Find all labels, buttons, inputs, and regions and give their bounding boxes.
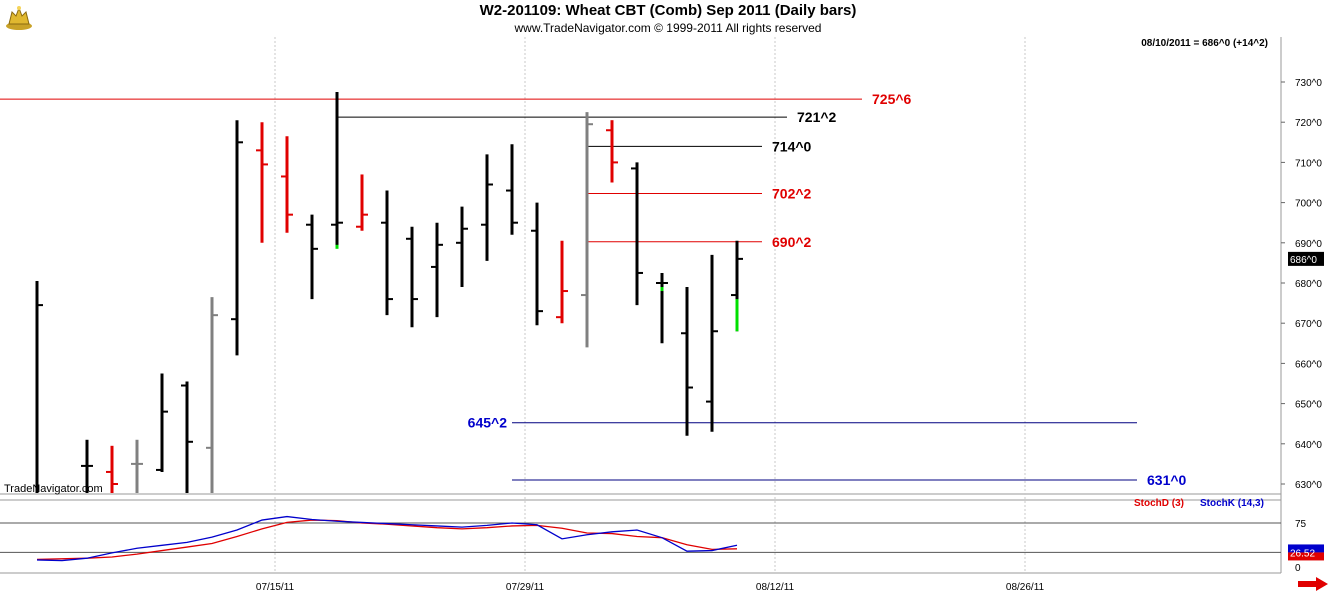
stoch-series-line xyxy=(36,515,738,562)
stochastic-panel: 75 0 StochD (3) StochK (14,3) 26.52 xyxy=(0,498,1324,574)
chart-header: W2-201109: Wheat CBT (Comb) Sep 2011 (Da… xyxy=(0,0,1336,37)
chart-copyright: www.TradeNavigator.com © 1999-2011 All r… xyxy=(514,21,822,35)
level-label: 690^2 xyxy=(772,234,812,250)
price-tick-label: 730^0 xyxy=(1295,78,1322,89)
stoch-value-box-bottom xyxy=(1288,552,1324,561)
price-tick-label: 640^0 xyxy=(1295,440,1322,451)
price-tick-label: 700^0 xyxy=(1295,199,1322,210)
level-lines: 725^6 721^2 714^0 702^2 690^2 645^2 631^0 xyxy=(0,91,1187,488)
date-tick-label: 08/26/11 xyxy=(1006,582,1045,593)
stoch-legend-d: StochD (3) xyxy=(1134,498,1184,509)
price-tick-label: 720^0 xyxy=(1295,118,1322,129)
price-tick-label: 660^0 xyxy=(1295,359,1322,370)
date-tick-label: 07/29/11 xyxy=(506,582,545,593)
date-tick-label: 07/15/11 xyxy=(256,582,295,593)
grid-layer: 07/15/11 07/29/11 08/12/11 08/26/11 xyxy=(0,37,1282,593)
level-label: 725^6 xyxy=(872,91,912,107)
price-tick-label: 630^0 xyxy=(1295,480,1322,491)
price-readout: 08/10/2011 = 686^0 (+14^2) xyxy=(1141,38,1268,49)
price-tick-label: 680^0 xyxy=(1295,279,1322,290)
current-price-box xyxy=(1288,251,1324,266)
date-tick-label: 08/12/11 xyxy=(756,582,795,593)
level-label: 714^0 xyxy=(772,138,812,154)
stoch-value-box-top xyxy=(1288,544,1324,553)
ohlc-bars xyxy=(35,92,743,493)
level-label: 645^2 xyxy=(468,415,508,431)
price-tick-label: 690^0 xyxy=(1295,239,1322,250)
stoch-legend-k: StochK (14,3) xyxy=(1200,498,1264,509)
chart-title: W2-201109: Wheat CBT (Comb) Sep 2011 (Da… xyxy=(479,2,857,19)
stoch-tick-label: 75 xyxy=(1295,519,1307,530)
trade-navigator-logo-icon xyxy=(6,6,32,30)
level-label: 702^2 xyxy=(772,186,812,202)
price-axis: 730^0 720^0 710^0 700^0 690^0 680^0 670^0 660^0… xyxy=(1281,78,1324,491)
level-label: 631^0 xyxy=(1147,472,1187,488)
current-price-label: 686^0 xyxy=(1290,255,1317,266)
stoch-value-label: 26.52 xyxy=(1290,548,1315,559)
stoch-tick-label: 0 xyxy=(1295,563,1301,574)
price-tick-label: 670^0 xyxy=(1295,319,1322,330)
scroll-right-arrow-icon[interactable] xyxy=(1298,577,1328,591)
watermark: TradeNavigator.com xyxy=(4,483,103,495)
price-tick-label: 710^0 xyxy=(1295,158,1322,169)
price-tick-label: 650^0 xyxy=(1295,400,1322,411)
level-label: 721^2 xyxy=(797,109,837,125)
